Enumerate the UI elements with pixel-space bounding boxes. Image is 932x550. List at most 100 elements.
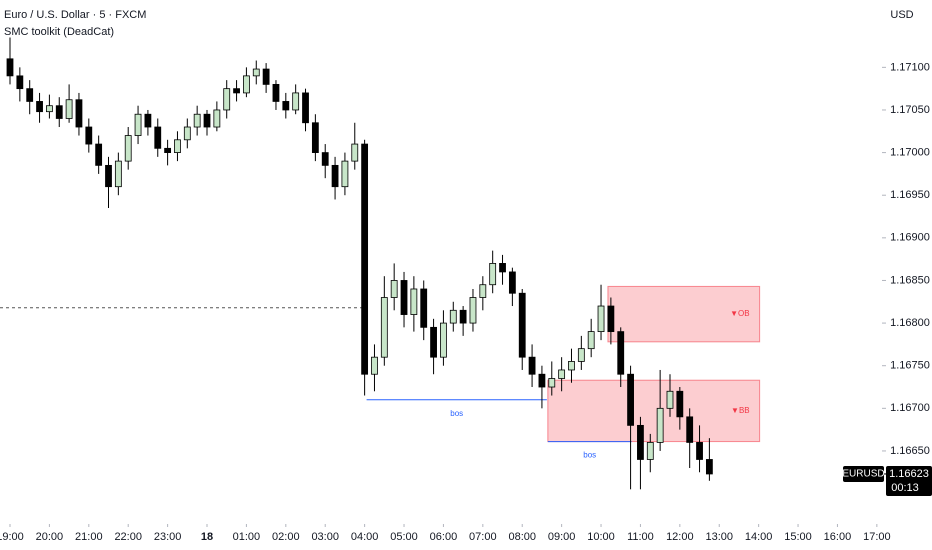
- candle-body: [400, 280, 408, 315]
- candle-body: [223, 88, 231, 111]
- bos-label: bos: [450, 409, 463, 418]
- candle-body: [430, 326, 437, 358]
- x-tick-label: 01:00: [233, 531, 261, 543]
- y-tick-label: 1.16700: [890, 402, 930, 414]
- zone: [607, 285, 761, 343]
- zone: [547, 379, 761, 443]
- candle-body: [696, 442, 703, 460]
- candle-body: [193, 113, 201, 128]
- candle-body: [114, 160, 122, 188]
- chart-title: Euro / U.S. Dollar · 5 · FXCM: [4, 9, 146, 21]
- candle-body: [646, 442, 654, 460]
- candle-body: [85, 126, 93, 145]
- candle-body: [174, 139, 181, 153]
- x-tick-label: 14:00: [745, 531, 773, 543]
- candle-body: [686, 416, 694, 443]
- candle-body: [489, 263, 497, 286]
- y-tick-label: 1.16950: [890, 189, 930, 201]
- candle-body: [637, 424, 644, 460]
- x-tick-label: 10:00: [587, 531, 615, 543]
- candle-body: [568, 361, 575, 371]
- y-tick-label: 1.17100: [890, 61, 930, 73]
- candle-body: [705, 459, 713, 475]
- candle-body: [479, 284, 487, 298]
- candle-body: [341, 160, 349, 188]
- candle-body: [420, 288, 428, 328]
- zone-label: ▼BB: [731, 406, 750, 415]
- candle-body: [203, 113, 211, 128]
- y-tick-label: 1.16850: [890, 274, 930, 286]
- candle-body: [144, 113, 152, 128]
- candle-body: [164, 147, 172, 153]
- candle-body: [292, 92, 300, 111]
- candle-body: [410, 288, 418, 315]
- x-tick-label: 22:00: [114, 531, 142, 543]
- candle-body: [607, 305, 615, 333]
- symbol-label: EURUSD: [842, 469, 884, 480]
- candle-body: [65, 99, 73, 119]
- candle-body: [617, 331, 625, 375]
- y-tick-label: 1.16650: [890, 445, 930, 457]
- candle-body: [213, 109, 221, 128]
- indicator-name: SMC toolkit (DeadCat): [4, 26, 114, 38]
- candle-body: [75, 99, 83, 128]
- candle-body: [597, 305, 605, 333]
- candle-body: [558, 369, 566, 379]
- y-tick-label: 1.16900: [890, 232, 930, 244]
- candle-body: [371, 356, 378, 375]
- x-tick-label: 02:00: [272, 531, 300, 543]
- candle-body: [440, 322, 447, 358]
- x-tick-label: 07:00: [469, 531, 497, 543]
- candle-body: [46, 105, 53, 113]
- x-tick-label: 16:00: [824, 531, 852, 543]
- x-tick-label: 05:00: [390, 531, 418, 543]
- countdown-label: 00:13: [891, 482, 919, 494]
- y-tick-label: 1.16800: [890, 317, 930, 329]
- candle-body: [528, 356, 536, 375]
- zone-label: ▼OB: [730, 309, 749, 318]
- x-tick-label: 17:00: [863, 531, 891, 543]
- candle-body: [311, 122, 319, 153]
- candle-body: [380, 297, 388, 358]
- candle-body: [676, 390, 684, 418]
- candle-body: [577, 348, 585, 362]
- x-tick-label: 21:00: [75, 531, 103, 543]
- candle-body: [16, 75, 24, 90]
- x-tick-label: 08:00: [508, 531, 536, 543]
- candle-body: [666, 390, 674, 409]
- x-tick-label: 09:00: [548, 531, 576, 543]
- candle-body: [518, 292, 526, 358]
- candle-body: [282, 101, 290, 111]
- candle-body: [302, 92, 309, 124]
- candle-body: [272, 83, 280, 102]
- candle-body: [321, 152, 329, 166]
- candle-body: [105, 164, 112, 188]
- x-tick-label: 04:00: [351, 531, 379, 543]
- candle-body: [183, 126, 191, 141]
- candle-body: [243, 75, 250, 94]
- x-tick-label: 23:00: [154, 531, 182, 543]
- candle-body: [262, 68, 270, 85]
- candle-body: [351, 143, 359, 162]
- candle-body: [26, 88, 34, 102]
- x-tick-label: 19:00: [0, 531, 24, 543]
- candle-body: [55, 105, 63, 119]
- y-tick-label: 1.17050: [890, 104, 930, 116]
- x-tick-label: 13:00: [705, 531, 733, 543]
- candle-body: [6, 58, 14, 77]
- candle-body: [361, 143, 369, 375]
- candle-body: [469, 297, 477, 324]
- candle-body: [252, 68, 260, 77]
- price-tag: [886, 465, 932, 496]
- candle-body: [656, 407, 664, 443]
- plot-area: ▼OB ▼BB bos bos: [0, 37, 761, 490]
- price-tag-label: 1.16623: [889, 468, 929, 480]
- y-tick-label: 1.17000: [890, 146, 930, 158]
- candle-body: [538, 373, 546, 388]
- candle-body: [548, 378, 556, 388]
- candle-body: [124, 135, 132, 162]
- x-tick-label: 15:00: [784, 531, 812, 543]
- candle-body: [508, 271, 516, 294]
